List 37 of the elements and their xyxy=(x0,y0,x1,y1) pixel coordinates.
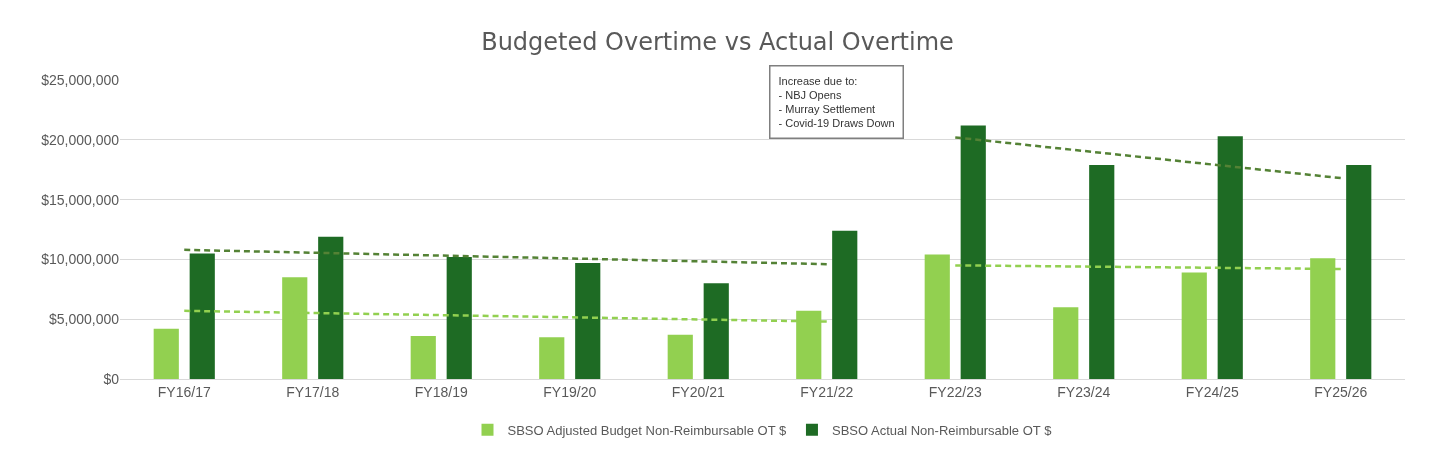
chart-title: Budgeted Overtime vs Actual Overtime xyxy=(481,27,954,56)
legend-label: SBSO Adjusted Budget Non-Reimbursable OT $ xyxy=(507,422,787,438)
bar xyxy=(318,236,344,379)
x-tick-label: FY19/20 xyxy=(543,383,597,400)
bar xyxy=(1053,307,1079,379)
annotation: Increase due to: - NBJ Opens - Murray Settlement - Covid-19 Draws Down xyxy=(778,74,895,130)
y-tick-label: $0 xyxy=(103,370,120,387)
bar xyxy=(189,253,215,379)
x-tick-label: FY20/21 xyxy=(671,383,725,400)
bar xyxy=(1089,164,1115,379)
bar xyxy=(153,328,179,379)
bar xyxy=(960,125,986,379)
bar xyxy=(1217,136,1243,379)
y-tick-label: $5,000,000 xyxy=(48,311,120,328)
bar xyxy=(539,337,565,379)
bar xyxy=(924,254,950,379)
legend-label: SBSO Actual Non-Reimbursable OT $ xyxy=(831,422,1053,438)
y-tick-label: $20,000,000 xyxy=(41,131,120,148)
bar xyxy=(446,257,472,379)
bar xyxy=(410,335,436,379)
x-tick-label: FY16/17 xyxy=(157,383,211,400)
x-tick-label: FY17/18 xyxy=(286,383,340,400)
bar xyxy=(1346,164,1372,379)
bar xyxy=(1181,272,1207,379)
bar xyxy=(703,283,729,379)
bar xyxy=(832,230,858,379)
x-tick-label: FY18/19 xyxy=(414,383,468,400)
bar xyxy=(575,262,601,379)
x-tick-label: FY23/24 xyxy=(1057,383,1111,400)
y-tick-label: $25,000,000 xyxy=(41,71,120,88)
y-tick-label: $10,000,000 xyxy=(41,251,120,268)
bar xyxy=(667,334,693,379)
y-tick-label: $15,000,000 xyxy=(41,191,120,208)
x-tick-label: FY22/23 xyxy=(928,383,982,400)
x-tick-label: FY21/22 xyxy=(800,383,854,400)
x-tick-label: FY24/25 xyxy=(1185,383,1239,400)
x-tick-label: FY25/26 xyxy=(1314,383,1368,400)
